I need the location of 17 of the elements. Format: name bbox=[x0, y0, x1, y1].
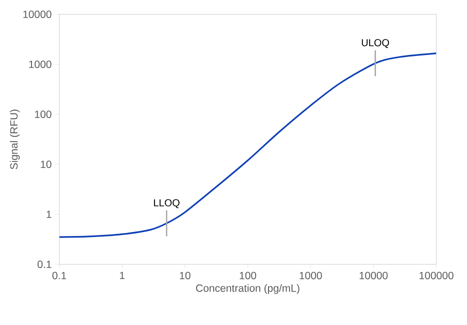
x-tick-label: 1 bbox=[120, 272, 125, 280]
x-tick-label: 1000 bbox=[300, 272, 322, 280]
y-tick-label: 10000 bbox=[23, 10, 52, 18]
x-tick-label: 100000 bbox=[420, 272, 454, 280]
x-tick-label: 10000 bbox=[360, 272, 388, 280]
x-axis-title: Concentration (pg/mL) bbox=[196, 284, 300, 294]
y-axis-title: Signal (RFU) bbox=[10, 110, 20, 170]
x-tick-label: 10 bbox=[180, 272, 190, 280]
annotation: ULOQ bbox=[362, 39, 390, 48]
x-tick-label: 0.1 bbox=[52, 272, 66, 280]
y-tick-label: 0.1 bbox=[38, 260, 52, 268]
y-tick-label: 10 bbox=[40, 160, 52, 168]
y-tick-label: 1 bbox=[46, 210, 52, 218]
x-tick-label: 100 bbox=[240, 272, 256, 280]
y-tick-label: 100 bbox=[35, 110, 52, 118]
annotation: LLOQ bbox=[154, 199, 180, 208]
y-tick-label: 1000 bbox=[29, 60, 52, 68]
